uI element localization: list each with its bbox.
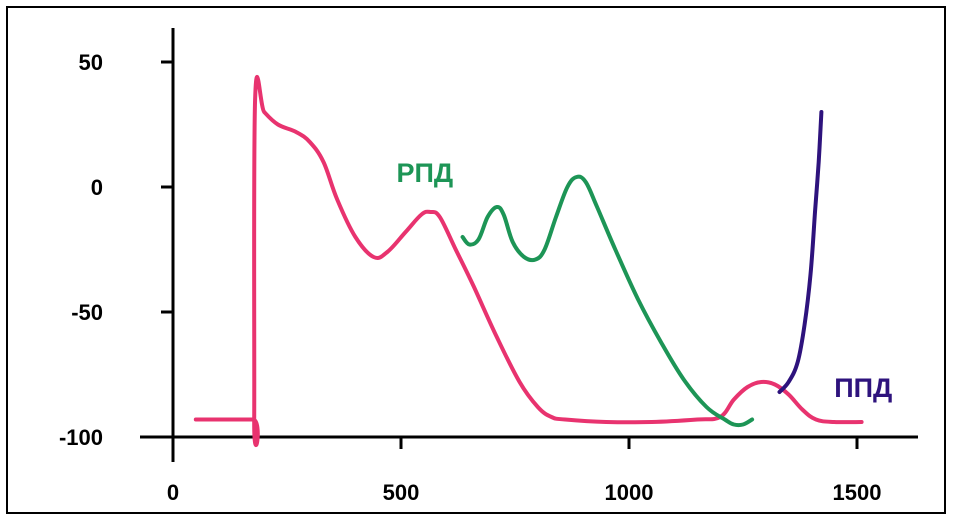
y-tick-label: 50 bbox=[79, 50, 103, 75]
x-tick-label: 500 bbox=[383, 480, 420, 505]
series-label-rpd: РПД bbox=[396, 158, 453, 188]
y-tick-label: 0 bbox=[91, 175, 103, 200]
series-line-main bbox=[193, 75, 864, 448]
y-tick-label: -100 bbox=[59, 425, 103, 450]
series-line-rpd bbox=[460, 174, 755, 428]
series-line-ppd bbox=[777, 110, 824, 394]
x-tick-label: 1500 bbox=[833, 480, 882, 505]
series-lines bbox=[193, 75, 864, 448]
y-tick-label: -50 bbox=[71, 300, 103, 325]
x-tick-label: 0 bbox=[167, 480, 179, 505]
axes bbox=[140, 28, 918, 462]
series-label-ppd: ППД bbox=[834, 373, 892, 403]
x-tick-label: 1000 bbox=[605, 480, 654, 505]
series-labels: РПД ППД bbox=[396, 158, 892, 403]
tick-labels: 500-50-1000 500 1000 1500 bbox=[59, 50, 882, 505]
chart-frame bbox=[6, 6, 946, 514]
